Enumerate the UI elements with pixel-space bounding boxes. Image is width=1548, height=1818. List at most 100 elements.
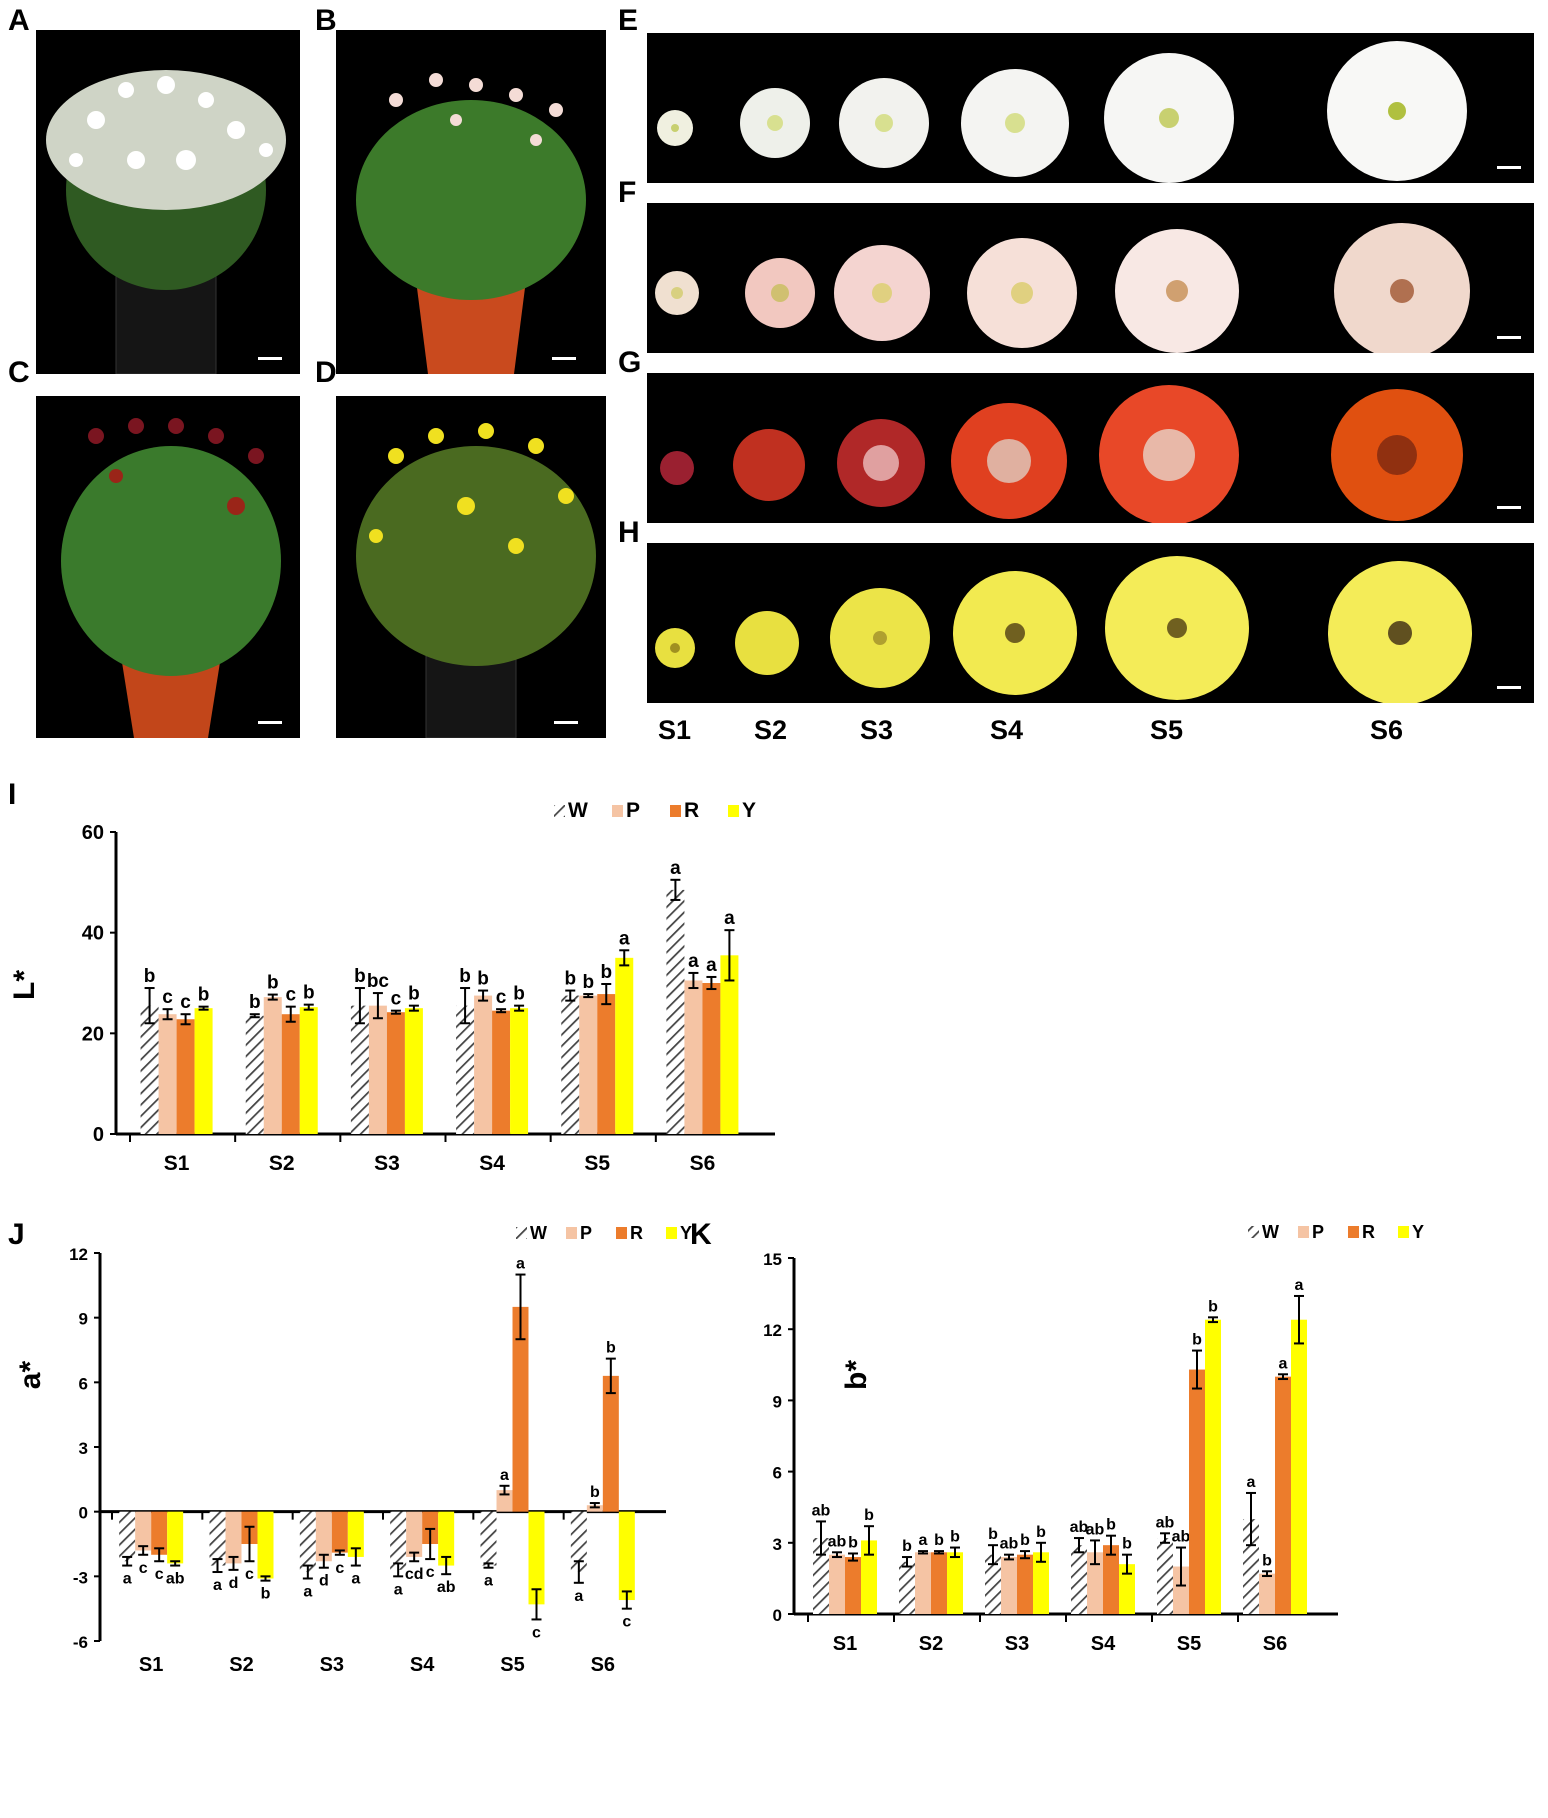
y-tick-label-j: 0 (79, 1504, 88, 1523)
sig-letter-k: b (1262, 1552, 1272, 1569)
y-tick-label-k: 0 (773, 1606, 782, 1625)
bar-i-s3-p (368, 1005, 387, 1134)
bar-k-s3-w (985, 1554, 1001, 1614)
legend-label-k-r: R (1362, 1222, 1375, 1242)
sig-letter-j: a (516, 1256, 525, 1273)
scale-bar (1497, 166, 1521, 169)
legend-swatch-k-r (1348, 1226, 1359, 1238)
bar-j-s4-r (422, 1511, 439, 1544)
legend-label-j-p: P (580, 1223, 592, 1243)
y-tick-label-i: 20 (82, 1023, 104, 1045)
bar-k-s6-y (1291, 1319, 1307, 1614)
x-tick-label-i-s1: S1 (164, 1152, 190, 1175)
legend-swatch-i-r (670, 805, 681, 817)
bar-i-s2-p (263, 997, 282, 1134)
flower-row-red (660, 385, 1463, 523)
bar-k-s2-y (947, 1552, 963, 1614)
bar-k-s3-y (1033, 1552, 1049, 1614)
plant-white-illustration (46, 70, 286, 374)
sig-letter-i: b (600, 962, 612, 983)
bar-k-s1-w (813, 1538, 829, 1614)
bar-i-s3-w (350, 1005, 369, 1134)
bar-j-s3-p (315, 1511, 332, 1562)
x-tick-label-i-s3: S3 (374, 1152, 400, 1175)
sig-letter-i: c (496, 987, 507, 1008)
bar-j-s2-y (257, 1511, 274, 1579)
bar-j-s4-y (438, 1511, 455, 1566)
photo-plant-yellow (336, 396, 606, 738)
x-tick-label-i-s6: S6 (690, 1152, 716, 1175)
sig-letter-k: b (1192, 1332, 1202, 1349)
bar-i-s1-w (140, 1005, 159, 1134)
y-tick-label-i: 0 (93, 1124, 104, 1146)
photo-flowers-red (647, 373, 1534, 523)
sig-letter-k: ab (1172, 1529, 1191, 1546)
bar-i-s6-w (666, 889, 685, 1134)
photo-flowers-pink (647, 203, 1534, 353)
panel-letter-k: K (690, 1218, 712, 1251)
x-tick-label-k-s5: S5 (1177, 1633, 1201, 1655)
sig-letter-k: ab (828, 1533, 847, 1550)
photo-flowers-yellow (647, 543, 1534, 703)
flower-row-yellow (655, 556, 1472, 703)
scale-bar (554, 721, 578, 724)
bar-k-s4-r (1103, 1545, 1119, 1614)
sig-letter-j: a (500, 1467, 509, 1484)
sig-letter-j: b (606, 1340, 616, 1357)
bar-k-s6-r (1275, 1376, 1291, 1614)
y-tick-label-k: 3 (773, 1535, 782, 1554)
bar-k-s4-p (1087, 1552, 1103, 1614)
bar-j-s6-p (586, 1505, 603, 1512)
sig-letter-j: b (590, 1484, 600, 1501)
bar-j-s3-r (331, 1511, 348, 1553)
bar-j-s6-y (618, 1511, 635, 1601)
sig-letter-i: b (513, 984, 525, 1005)
stage-label-s5: S5 (1150, 715, 1184, 745)
y-axis-title-i: L* (8, 970, 41, 1000)
sig-letter-j: a (213, 1577, 222, 1594)
stage-label-s4: S4 (990, 715, 1024, 745)
bar-i-s2-w (245, 1015, 264, 1134)
flower-row-pink (655, 223, 1470, 353)
sig-letter-k: a (1279, 1355, 1288, 1372)
sig-letter-j: a (484, 1573, 493, 1590)
bar-j-s1-r (151, 1511, 168, 1555)
bar-k-s1-p (829, 1554, 845, 1614)
bar-k-s5-p (1173, 1566, 1189, 1614)
photo-plant-pink (336, 30, 606, 374)
sig-letter-k: a (1295, 1277, 1304, 1294)
bar-j-s2-w (209, 1511, 226, 1566)
sig-letter-j: c (622, 1614, 631, 1631)
sig-letter-i: a (706, 955, 717, 976)
sig-letter-i: a (724, 908, 735, 929)
panel-letter-h: H (618, 516, 640, 549)
sig-letter-i: b (354, 966, 366, 987)
plant-red-illustration (61, 418, 281, 738)
photo-plant-red (36, 396, 300, 738)
bar-k-s5-y (1205, 1319, 1221, 1614)
sig-letter-k: ab (1000, 1536, 1019, 1553)
x-tick-label-j-s3: S3 (320, 1654, 344, 1676)
flower-row-white (657, 41, 1467, 183)
plant-pink-illustration (356, 73, 586, 374)
bar-i-s5-r (597, 994, 616, 1134)
panel-letter-g: G (618, 346, 642, 379)
panel-letter-f: F (618, 176, 637, 209)
sig-letter-i: b (477, 969, 489, 990)
bar-k-s5-r (1189, 1369, 1205, 1614)
panel-letter-c: C (8, 356, 30, 389)
sig-letter-j: a (351, 1571, 360, 1588)
bar-j-s5-w (480, 1511, 497, 1566)
y-tick-label-j: 9 (79, 1310, 88, 1329)
bar-i-s3-y (404, 1008, 423, 1134)
legend-swatch-j-r (616, 1227, 627, 1239)
sig-letter-j: c (335, 1560, 344, 1577)
sig-letter-k: b (1106, 1517, 1116, 1534)
y-tick-label-i: 40 (82, 923, 104, 945)
bar-j-s5-r (512, 1306, 529, 1512)
sig-letter-i: a (670, 858, 681, 879)
sig-letter-i: c (162, 987, 173, 1008)
x-tick-label-k-s3: S3 (1005, 1633, 1029, 1655)
y-tick-label-k: 6 (773, 1464, 782, 1483)
x-tick-label-i-s2: S2 (269, 1152, 295, 1175)
